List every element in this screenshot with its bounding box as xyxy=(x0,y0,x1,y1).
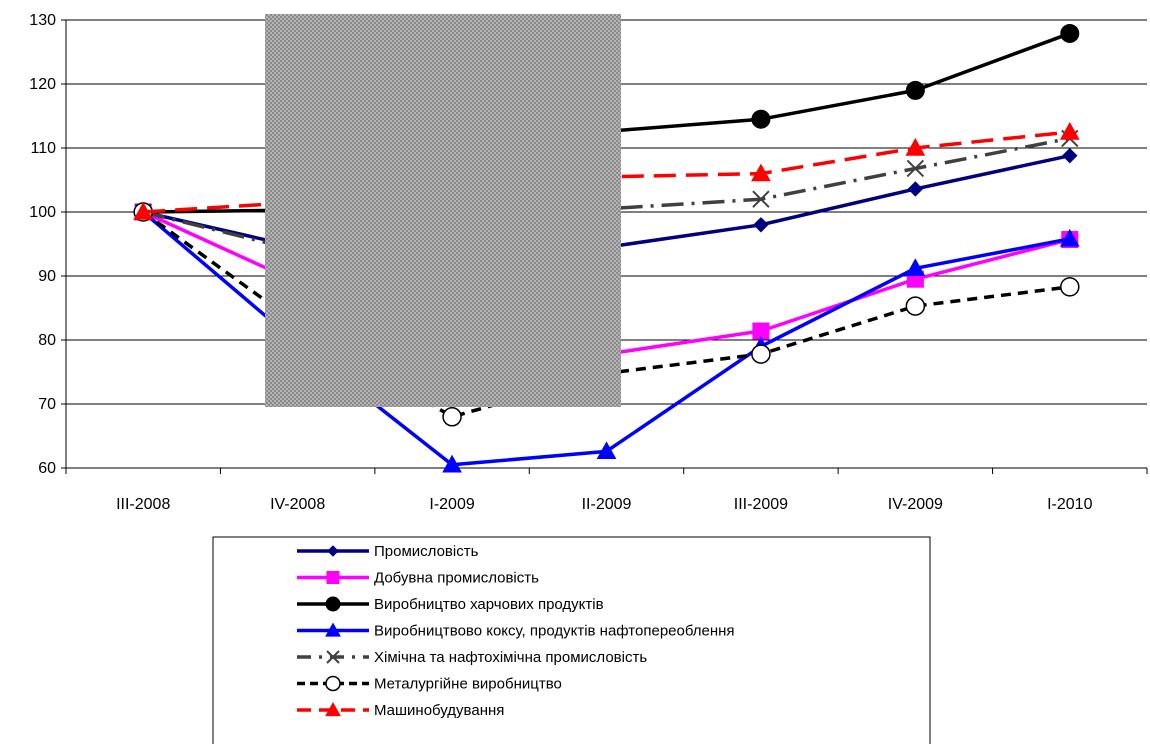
triangle-marker xyxy=(133,201,154,220)
x-marker-stroke xyxy=(752,190,770,208)
legend: Промисловість Добувна промисловість Виробн… xyxy=(212,536,931,744)
y-tick-labels: 60 70 80 90 100 110 120 130 xyxy=(29,12,56,477)
circle-marker xyxy=(751,109,771,129)
diamond-marker xyxy=(753,217,769,233)
circle-marker xyxy=(1060,23,1080,43)
y-tick-label: 60 xyxy=(38,460,56,477)
legend-box xyxy=(212,536,931,744)
legend-label: Машинобудування xyxy=(374,702,504,719)
open-circle-marker xyxy=(442,407,462,427)
triangle-marker xyxy=(442,454,462,473)
x-tick-label: III-2009 xyxy=(734,496,788,513)
x-tick-label: IV-2009 xyxy=(888,496,943,513)
legend-label: Добувна промисловість xyxy=(374,570,539,587)
x-marker-stroke xyxy=(906,159,925,178)
legend-label: Хімічна та нафтохімічна промисловість xyxy=(374,649,647,666)
open-circle-marker xyxy=(905,296,926,316)
circle-marker xyxy=(905,80,925,100)
legend-entry: Добувна промисловість xyxy=(297,570,539,587)
legend-entry: Виробництвово коксу, продуктів нафтопере… xyxy=(297,622,735,640)
legend-entry: Виробництво харчових продуктів xyxy=(297,596,604,613)
x-tick-label: III-2008 xyxy=(116,496,170,513)
square-marker xyxy=(326,571,340,584)
triangle-marker xyxy=(751,163,771,182)
y-tick-label: 80 xyxy=(38,332,56,349)
legend-label: Виробництво харчових продуктів xyxy=(374,596,604,613)
triangle-marker xyxy=(325,701,341,717)
x-tick-label: I-2009 xyxy=(429,496,474,513)
legend-label: Промисловість xyxy=(374,543,479,560)
y-tick-label: 110 xyxy=(30,140,56,157)
y-tick-label: 130 xyxy=(29,12,56,29)
diamond-marker xyxy=(327,545,339,557)
x-tick-label: I-2010 xyxy=(1047,496,1092,513)
open-circle-marker xyxy=(325,675,341,692)
circle-marker xyxy=(325,596,341,612)
occluding-pattern-block xyxy=(265,14,621,407)
triangle-marker xyxy=(1059,121,1080,140)
x-tick-labels: III-2008 IV-2008 I-2009 II-2009 III-2009 IV-2… xyxy=(116,496,1092,513)
axes xyxy=(61,19,1148,474)
triangle-marker xyxy=(325,622,341,637)
x-marker-stroke xyxy=(326,650,340,664)
triangle-marker xyxy=(596,441,617,460)
x-tick-label: II-2009 xyxy=(582,496,632,513)
triangle-marker xyxy=(905,258,926,277)
legend-label: Металургійне виробництво xyxy=(374,676,562,693)
y-tick-label: 100 xyxy=(29,204,56,221)
legend-entry: Хімічна та нафтохімічна промисловість xyxy=(297,649,647,666)
open-circle-marker xyxy=(1060,277,1080,297)
y-tick-label: 120 xyxy=(29,76,56,93)
diamond-marker xyxy=(907,181,924,197)
legend-label: Виробництвово коксу, продуктів нафтопере… xyxy=(374,623,735,640)
legend-entry: Промисловість xyxy=(297,543,479,560)
open-circle-marker xyxy=(751,344,771,364)
legend-entry: Машинобудування xyxy=(297,701,504,719)
diamond-marker xyxy=(1062,147,1078,164)
triangle-marker xyxy=(1059,228,1080,247)
legend-entry: Металургійне виробництво xyxy=(297,676,562,693)
x-tick-label: IV-2008 xyxy=(270,496,325,513)
y-tick-label: 90 xyxy=(38,268,56,285)
y-tick-label: 70 xyxy=(38,396,56,413)
triangle-marker xyxy=(905,137,926,156)
